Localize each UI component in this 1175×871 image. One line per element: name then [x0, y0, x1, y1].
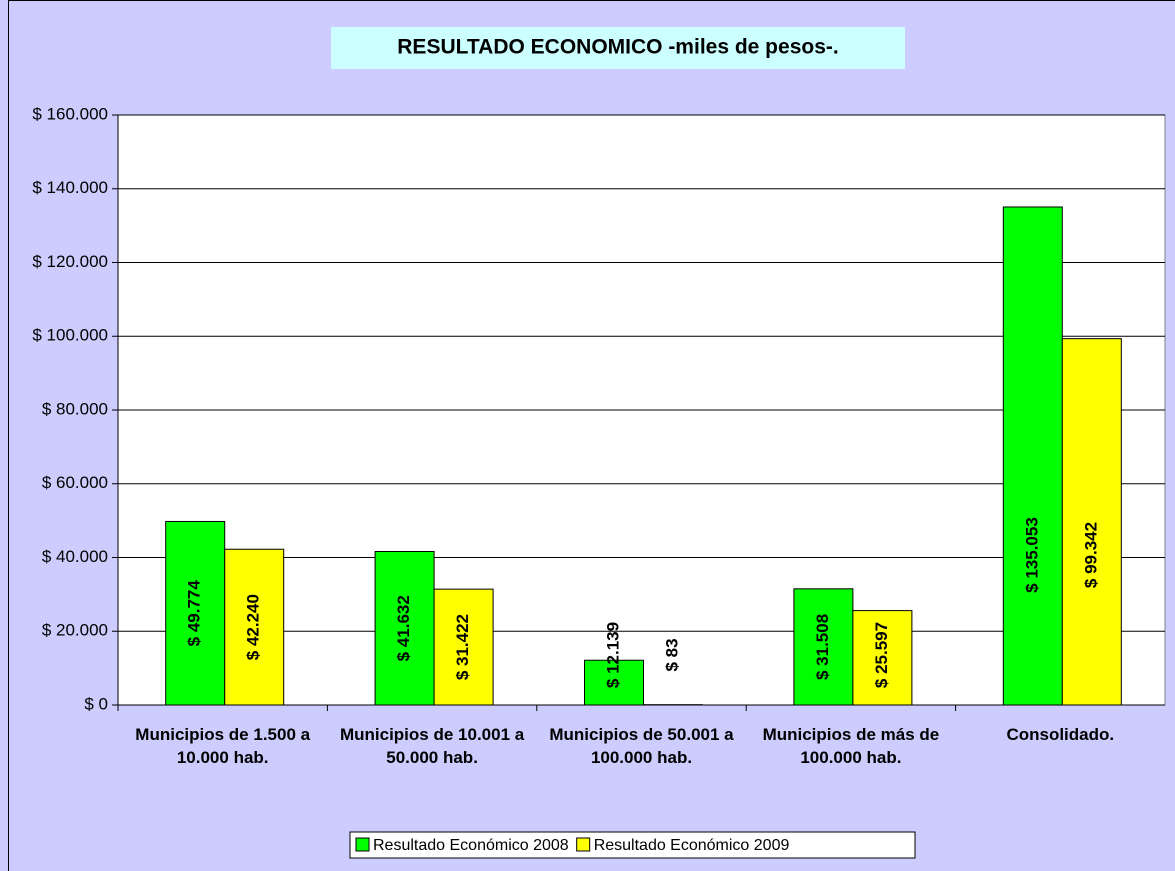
y-tick-label: $ 140.000: [32, 178, 108, 197]
data-label: $ 31.508: [813, 614, 832, 680]
data-label: $ 49.774: [185, 580, 204, 647]
legend-label: Resultado Económico 2008: [373, 837, 569, 854]
bar: [165, 520, 226, 706]
bar: [1002, 206, 1063, 706]
legend-label: Resultado Económico 2009: [594, 837, 790, 854]
y-tick-label: $ 100.000: [32, 326, 108, 345]
bar: [433, 588, 494, 706]
title-box: [331, 27, 905, 69]
y-tick-label: $ 20.000: [42, 621, 108, 640]
data-label: $ 42.240: [244, 594, 263, 660]
x-tick-label: Municipios de más de 100.000 hab.: [762, 725, 940, 767]
data-label: $ 41.632: [394, 595, 413, 661]
y-tick-label: $ 80.000: [42, 399, 108, 418]
data-label: $ 83: [662, 638, 681, 671]
chart-title: RESULTADO ECONOMICO -miles de pesos-.: [397, 36, 838, 59]
y-tick-label: $ 0: [84, 694, 108, 713]
x-tick-label: Municipios de 10.001 a 50.000 hab.: [339, 725, 525, 767]
x-tick-label: Municipios de 50.001 a 100.000 hab.: [549, 725, 734, 767]
legend-box: [349, 831, 916, 859]
y-tick-label: $ 60.000: [42, 473, 108, 492]
bar: [224, 548, 285, 706]
data-label: $ 135.053: [1022, 517, 1041, 593]
data-label: $ 25.597: [872, 622, 891, 688]
bar: [1061, 338, 1122, 706]
data-label: $ 31.422: [453, 614, 472, 680]
legend-swatch: [576, 837, 591, 852]
bar: [852, 610, 913, 706]
data-label: $ 99.342: [1081, 522, 1100, 588]
bar: [584, 659, 644, 706]
legend-swatch: [355, 837, 370, 852]
data-label: $ 12.139: [603, 622, 622, 688]
y-tick-label: $ 40.000: [42, 547, 108, 566]
x-tick-label: Consolidado.: [1006, 725, 1115, 744]
y-tick-label: $ 120.000: [32, 252, 108, 271]
x-tick-label: Municipios de 1.500 a 10.000 hab.: [135, 725, 311, 767]
y-tick-label: $ 160.000: [32, 104, 108, 123]
